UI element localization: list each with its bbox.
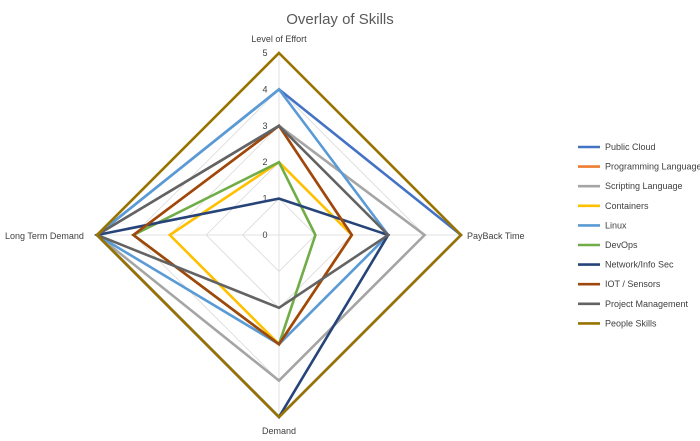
chart-title: Overlay of Skills	[286, 11, 394, 28]
legend-label-iot-sensors: IOT / Sensors	[605, 279, 661, 289]
tick-label-3: 3	[262, 121, 267, 131]
legend-label-containers: Containers	[605, 201, 649, 211]
legend: Public Cloud Programming Language Scriptin…	[578, 142, 700, 328]
legend-label-scripting-language: Scripting Language	[605, 181, 683, 191]
axis-label-long-term-demand: Long Term Demand	[5, 231, 84, 241]
tick-label-4: 4	[262, 84, 267, 94]
tick-label-2: 2	[262, 157, 267, 167]
axis-label-level-of-effort: Level of Effort	[251, 34, 307, 44]
legend-label-public-cloud: Public Cloud	[605, 142, 656, 152]
radial-tick-labels: 0 1 2 3 4 5	[262, 48, 267, 240]
tick-label-1: 1	[262, 194, 267, 204]
legend-label-devops: DevOps	[605, 240, 638, 250]
legend-label-network-info-sec: Network/Info Sec	[605, 260, 674, 270]
legend-label-programming-language: Programming Language	[605, 162, 700, 172]
legend-label-project-management: Project Management	[605, 299, 689, 309]
series-line-people-skills	[95, 51, 463, 419]
series-line-iot-sensors	[131, 123, 354, 347]
series-lines	[94, 51, 463, 420]
series-line-project-management	[94, 124, 391, 310]
axis-label-payback-time: PayBack Time	[467, 231, 525, 241]
tick-label-0: 0	[262, 230, 267, 240]
tick-label-5: 5	[262, 48, 267, 58]
legend-label-linux: Linux	[605, 220, 627, 230]
radar-grid	[96, 52, 462, 418]
axis-label-demand: Demand	[262, 426, 296, 436]
legend-label-people-skills: People Skills	[605, 318, 657, 328]
